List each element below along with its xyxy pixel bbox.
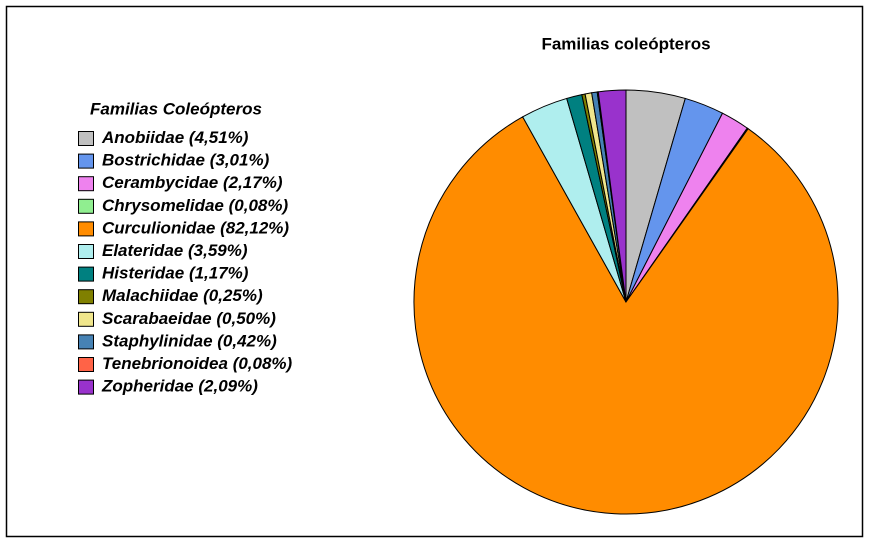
legend-swatch <box>78 221 94 237</box>
legend-name: Bostrichidae <box>102 151 205 170</box>
legend-label: Curculionidae (82,12%) <box>102 219 289 238</box>
legend-label: Tenebrionoidea (0,08%) <box>102 354 293 373</box>
legend-swatch <box>78 311 94 327</box>
legend-swatch <box>78 176 94 192</box>
legend-label: Malachiidae (0,25%) <box>102 287 263 306</box>
legend-value: (1,17%) <box>189 264 249 283</box>
legend-label: Zopheridae (2,09%) <box>101 377 258 396</box>
legend-swatch <box>78 153 94 169</box>
legend-name: Anobiidae <box>101 128 184 147</box>
legend-label: Bostrichidae (3,01%) <box>102 151 270 170</box>
legend-swatch <box>78 198 94 214</box>
legend-swatch <box>78 266 94 282</box>
legend-name: Staphylinidae <box>102 332 213 351</box>
legend-name: Tenebrionoidea <box>102 354 228 373</box>
legend-value: (0,50%) <box>216 309 276 328</box>
legend-name: Elateridae <box>102 241 183 260</box>
legend-name: Zopheridae <box>101 377 194 396</box>
legend-value: (2,17%) <box>223 174 283 193</box>
chart-title: Familias coleópteros <box>541 34 710 53</box>
legend-label: Elateridae (3,59%) <box>102 241 248 260</box>
legend-name: Scarabaeidae <box>102 309 212 328</box>
legend-value: (2,09%) <box>198 377 258 396</box>
legend-name: Curculionidae <box>102 219 215 238</box>
legend-value: (0,08%) <box>233 354 293 373</box>
legend-swatch <box>78 334 94 350</box>
pie-slice <box>413 116 839 515</box>
legend-label: Cerambycidae (2,17%) <box>102 174 283 193</box>
legend-label: Anobiidae (4,51%) <box>101 128 249 147</box>
legend-swatch <box>78 289 94 305</box>
legend-swatch <box>78 379 94 395</box>
legend-name: Cerambycidae <box>102 174 218 193</box>
legend-swatch <box>78 357 94 372</box>
legend-name: Histeridae <box>102 264 184 283</box>
legend-value: (3,01%) <box>210 151 270 170</box>
legend-name: Malachiidae <box>102 287 198 306</box>
legend-name: Chrysomelidae <box>102 196 224 215</box>
legend-label: Histeridae (1,17%) <box>102 264 249 283</box>
legend-value: (0,08%) <box>229 196 289 215</box>
pie-slice <box>597 89 627 303</box>
legend-title: Familias Coleópteros <box>90 99 262 118</box>
legend-swatch <box>78 244 94 259</box>
legend-label: Chrysomelidae (0,08%) <box>102 196 288 215</box>
legend-value: (0,25%) <box>203 287 263 306</box>
pie <box>413 89 839 515</box>
legend-swatch <box>78 131 94 146</box>
legend-value: (4,51%) <box>189 128 249 147</box>
legend-value: (0,42%) <box>217 332 277 351</box>
legend-value: (82,12%) <box>220 219 289 238</box>
legend-value: (3,59%) <box>188 241 248 260</box>
legend: Anobiidae (4,51%) Bostrichidae (3,01%) Cer… <box>78 128 293 396</box>
legend-label: Staphylinidae (0,42%) <box>102 332 277 351</box>
legend-label: Scarabaeidae (0,50%) <box>102 309 276 328</box>
